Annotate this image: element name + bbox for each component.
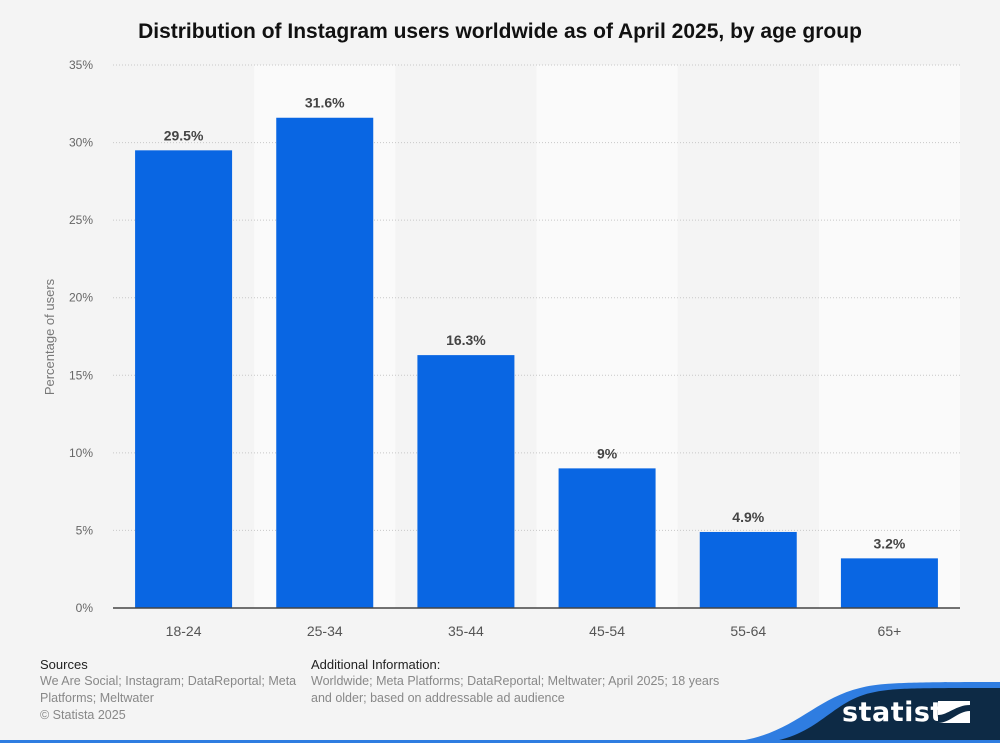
x-tick-label: 18-24 [166, 623, 202, 639]
data-label: 9% [597, 445, 618, 461]
additional-info-block: Additional Information: Worldwide; Meta … [311, 656, 721, 707]
bar-18-24[interactable] [135, 150, 233, 609]
data-label: 4.9% [732, 509, 764, 525]
sources-block: Sources We Are Social; Instagram; DataRe… [40, 656, 300, 724]
x-tick-label: 55-64 [730, 623, 766, 639]
x-tick-label: 35-44 [448, 623, 484, 639]
statista-logo-icon [938, 701, 970, 723]
chart-title: Distribution of Instagram users worldwid… [138, 20, 862, 43]
y-axis-label: Percentage of users [42, 278, 57, 395]
data-label: 31.6% [305, 95, 345, 111]
y-tick-label: 30% [69, 136, 93, 150]
x-tick-label: 65+ [878, 623, 902, 639]
y-tick-label: 10% [69, 446, 93, 460]
bar-55-64[interactable] [699, 531, 797, 608]
y-tick-label: 35% [69, 58, 93, 72]
bar-25-34[interactable] [276, 117, 374, 609]
data-label: 16.3% [446, 332, 486, 348]
y-tick-label: 15% [69, 368, 93, 382]
column-band [818, 65, 960, 608]
info-text: Worldwide; Meta Platforms; DataReportal;… [311, 674, 720, 705]
sources-text: We Are Social; Instagram; DataReportal; … [40, 674, 297, 705]
copyright: © Statista 2025 [40, 708, 126, 722]
y-tick-label: 0% [76, 601, 94, 615]
x-tick-label: 25-34 [307, 623, 343, 639]
info-heading: Additional Information: [311, 657, 441, 672]
data-label: 29.5% [164, 127, 204, 143]
bar-35-44[interactable] [417, 355, 515, 608]
data-label: 3.2% [873, 535, 905, 551]
bar-65+[interactable] [840, 558, 938, 608]
bar-45-54[interactable] [558, 468, 656, 608]
y-tick-label: 5% [76, 523, 94, 537]
y-tick-label: 25% [69, 213, 93, 227]
y-tick-label: 20% [69, 291, 93, 305]
bar-chart: 0% 5% 10% 15% 20% 25% 30% 35% 29.5% 31.6% 16.3% 9%… [42, 58, 960, 639]
sources-heading: Sources [40, 657, 88, 672]
x-tick-label: 45-54 [589, 623, 625, 639]
